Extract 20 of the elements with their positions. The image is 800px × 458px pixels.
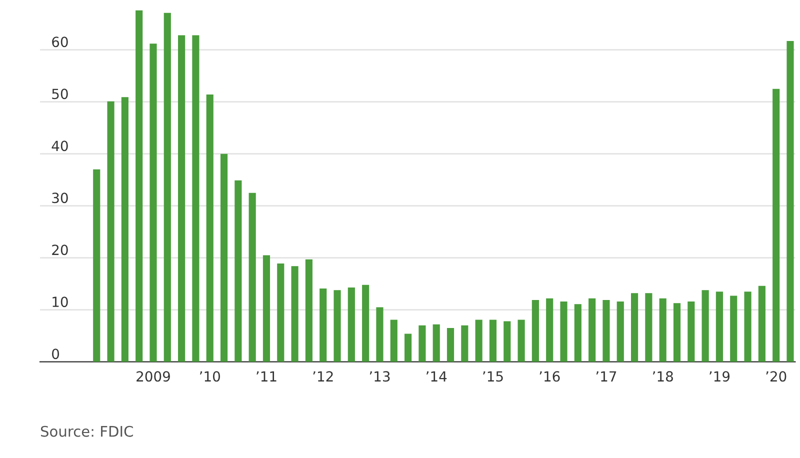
x-tick-label: ’16 xyxy=(540,371,560,382)
y-tick-label: 40 xyxy=(52,140,68,152)
y-tick-label: 60 xyxy=(52,36,68,48)
x-tick-label: ’17 xyxy=(596,371,616,382)
x-tick-label: ’15 xyxy=(483,371,503,382)
x-tick-label: ’12 xyxy=(313,371,333,382)
x-tick-label: ’19 xyxy=(710,371,730,382)
x-tick-label: 2009 xyxy=(136,371,170,382)
x-tick-label: ’11 xyxy=(256,371,276,382)
source-note: Source: FDIC xyxy=(40,426,133,437)
y-tick-label: 20 xyxy=(52,244,68,256)
x-tick-label: ’10 xyxy=(200,371,220,382)
y-tick-label: 50 xyxy=(52,88,68,100)
x-tick-label: ’13 xyxy=(370,371,390,382)
y-tick-label: 10 xyxy=(52,296,68,308)
x-tick-label: ’18 xyxy=(653,371,673,382)
y-tick-label: 30 xyxy=(52,192,68,204)
x-tick-label: ’20 xyxy=(766,371,786,382)
y-tick-label: 0 xyxy=(52,348,60,360)
x-tick-label: ’14 xyxy=(426,371,447,382)
